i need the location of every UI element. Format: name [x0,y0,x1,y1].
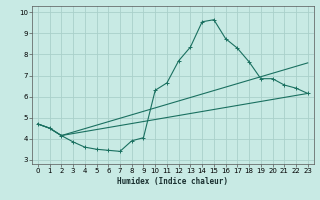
X-axis label: Humidex (Indice chaleur): Humidex (Indice chaleur) [117,177,228,186]
